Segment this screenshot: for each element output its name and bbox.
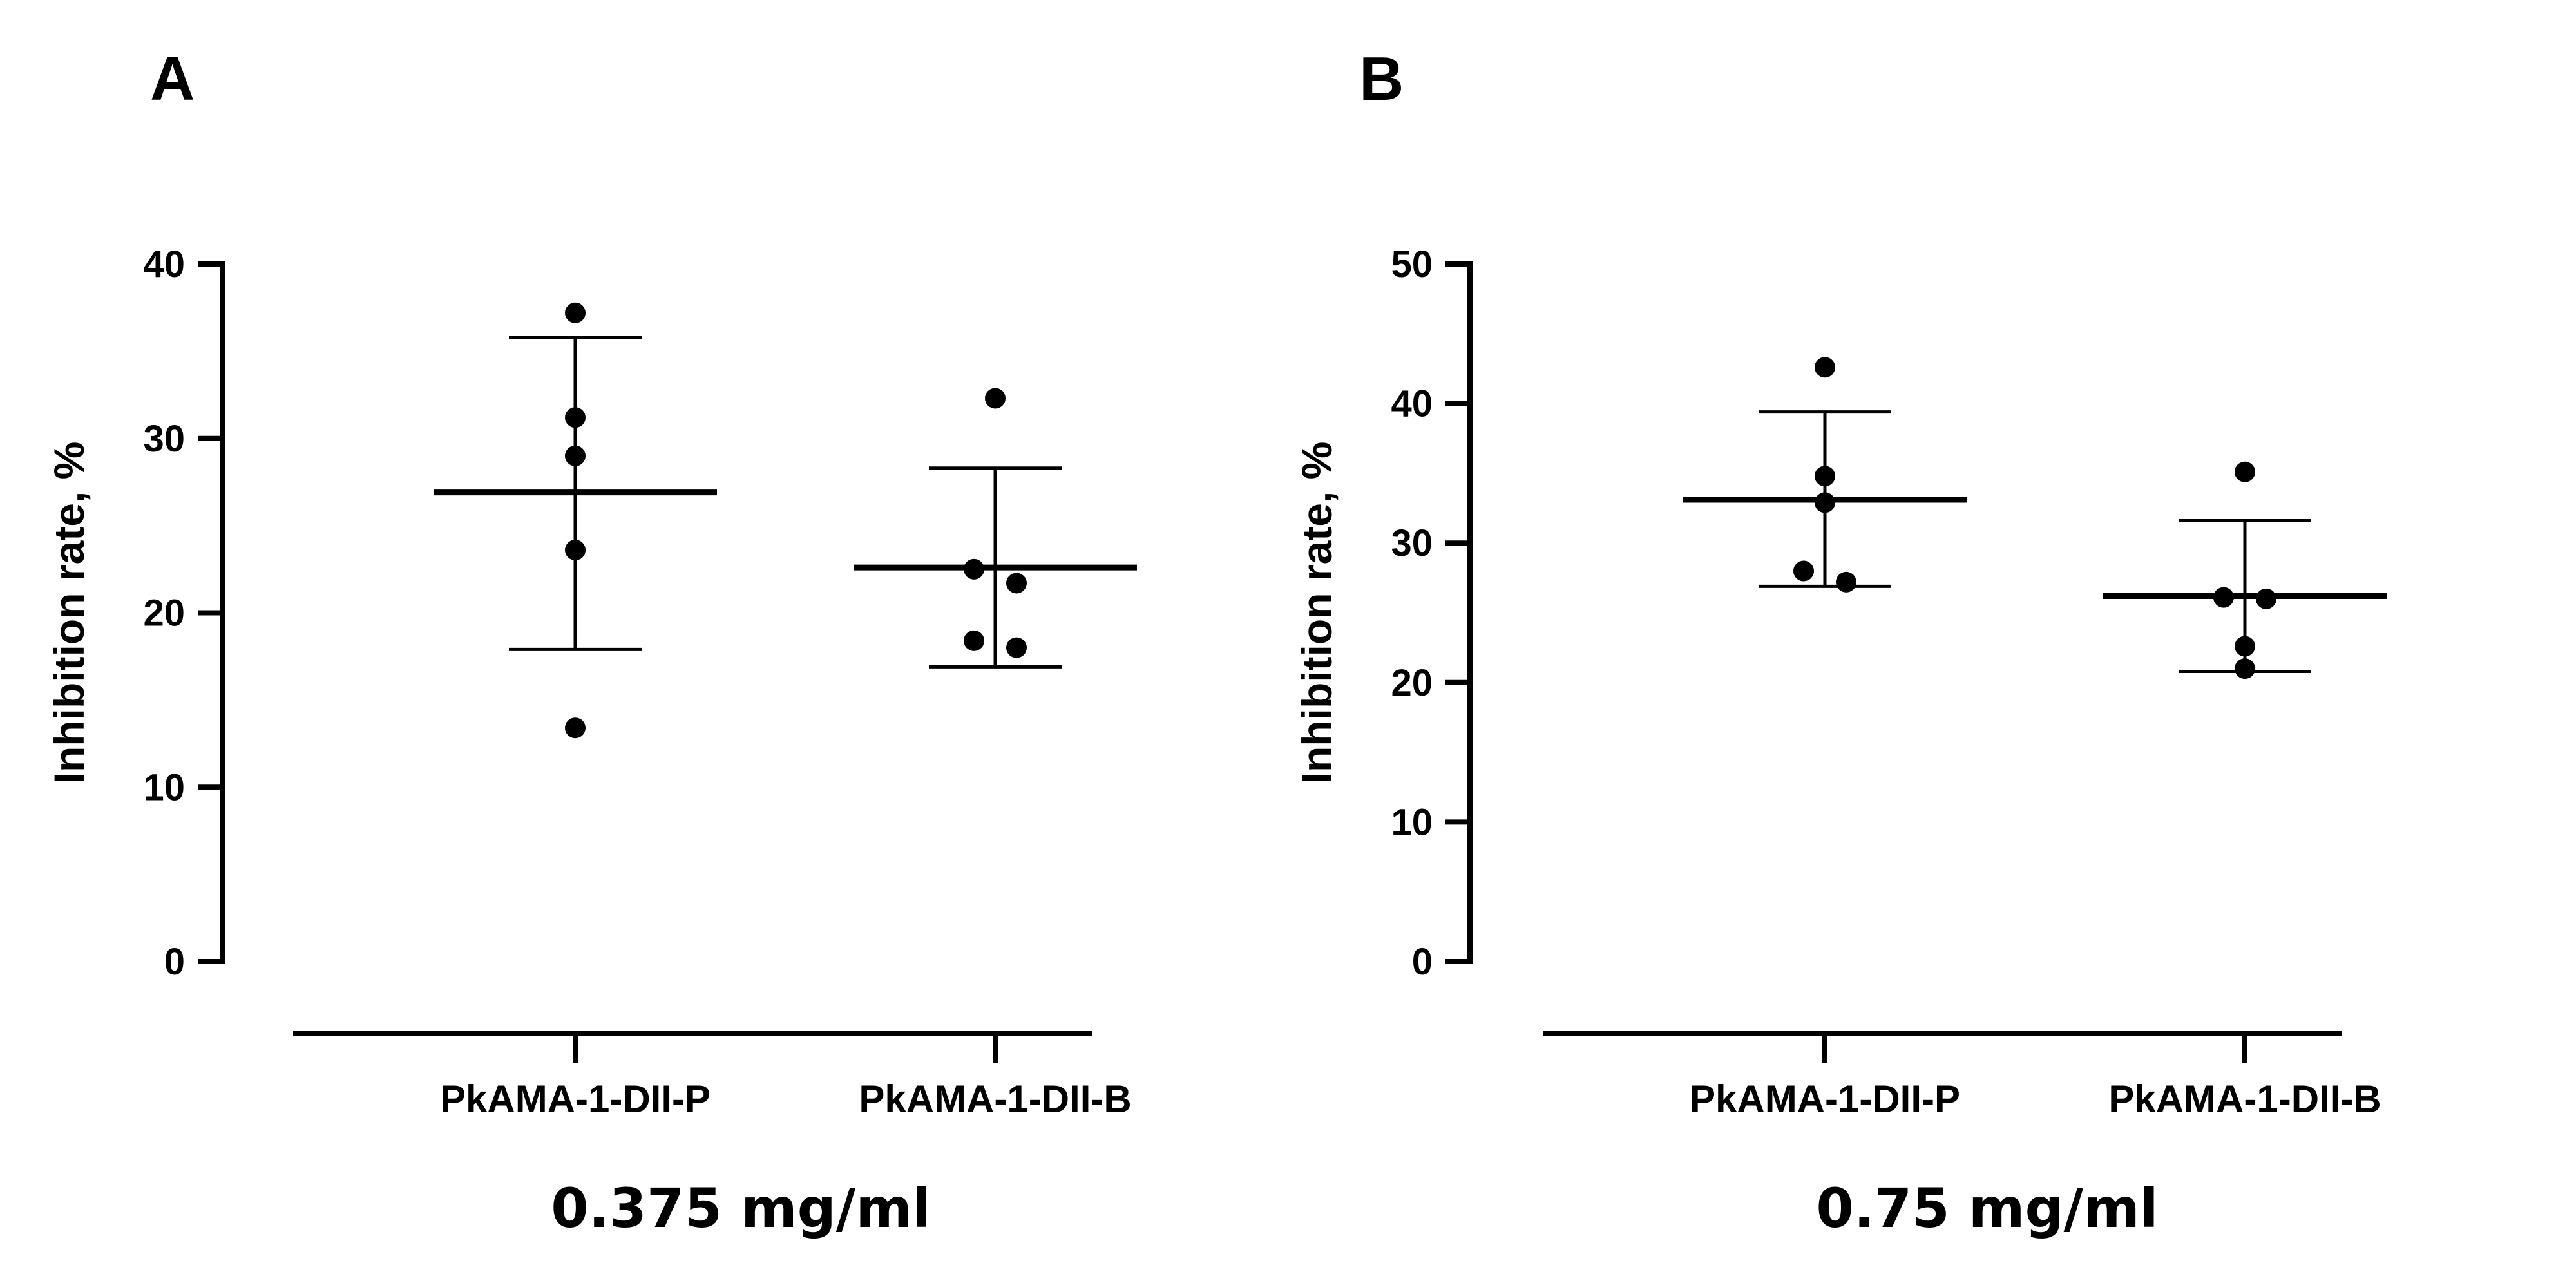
y-tick-label: 30 [143, 418, 185, 460]
x-category-label: PkAMA-1-DII-B [2108, 1077, 2381, 1121]
y-tick-label: 0 [1412, 941, 1433, 983]
panel-letter-b: B [1359, 44, 1404, 113]
data-point [1836, 571, 1856, 593]
y-tick-label: 40 [1391, 383, 1433, 425]
y-tick-label: 30 [1391, 522, 1433, 564]
y-axis-label: Inhibition rate, % [1293, 442, 1340, 784]
x-axis-label: 0.375 mg/ml [551, 1177, 931, 1240]
data-point [1815, 466, 1835, 487]
y-tick-label: 20 [143, 593, 185, 634]
data-point [565, 302, 586, 323]
data-point [1006, 637, 1027, 658]
y-tick-label: 40 [143, 243, 185, 285]
data-point [565, 717, 586, 739]
x-category-label: PkAMA-1-DII-P [440, 1077, 711, 1121]
data-point [1815, 492, 1835, 513]
data-point [1815, 357, 1835, 378]
data-point [2235, 636, 2255, 657]
y-tick-label: 50 [1391, 243, 1433, 285]
data-point [565, 445, 586, 466]
y-tick-label: 10 [143, 766, 185, 808]
data-point [1793, 560, 1814, 582]
panel-letter-a: A [150, 44, 195, 113]
data-point [2256, 588, 2276, 609]
y-tick-label: 20 [1391, 662, 1433, 704]
data-point [964, 558, 984, 580]
data-point [964, 630, 984, 651]
data-point [565, 540, 586, 561]
data-point [2235, 658, 2255, 679]
data-point [1006, 573, 1027, 594]
data-point [2213, 587, 2234, 608]
x-category-label: PkAMA-1-DII-B [859, 1077, 1131, 1121]
data-point [565, 407, 586, 428]
data-point [985, 388, 1006, 409]
x-axis-label: 0.75 mg/ml [1816, 1177, 2158, 1240]
y-axis-label: Inhibition rate, % [45, 442, 93, 784]
data-point [2235, 461, 2255, 482]
x-category-label: PkAMA-1-DII-P [1690, 1077, 1960, 1121]
y-tick-label: 0 [164, 941, 185, 983]
y-tick-label: 10 [1391, 801, 1433, 843]
